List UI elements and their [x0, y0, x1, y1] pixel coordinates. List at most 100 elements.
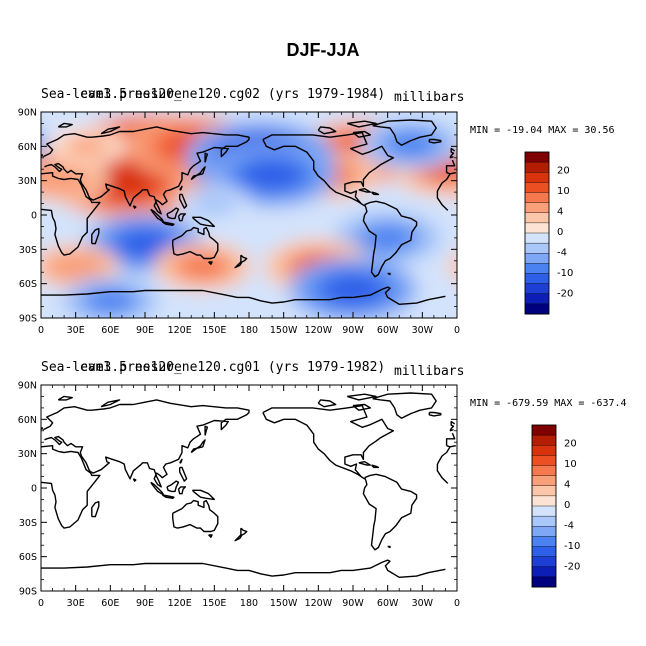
coastline: [191, 216, 215, 228]
colorbar-swatch: [531, 465, 557, 477]
coastline: [346, 120, 377, 128]
y-tick-label: 90S: [19, 587, 37, 598]
colorbar-swatch: [524, 273, 550, 285]
coastline: [436, 191, 449, 211]
colorbar-swatch: [524, 222, 550, 234]
x-tick-label: 150W: [270, 325, 298, 336]
coastline: [262, 404, 395, 480]
coastline: [172, 226, 219, 260]
colorbar-swatch: [531, 455, 557, 467]
colorbar-swatch: [531, 445, 557, 456]
anomaly-blob: [363, 225, 413, 251]
colorbar-swatch: [524, 293, 550, 305]
x-tick-label: 30W: [412, 598, 434, 609]
panel2-left-label: Sea-level pressure: [41, 360, 182, 375]
y-tick-label: 30S: [19, 518, 37, 529]
y-tick-label: 0: [31, 211, 37, 222]
colorbar-swatch: [524, 212, 550, 224]
coastline: [57, 395, 73, 401]
plot-frame: [40, 384, 458, 592]
colorbar-label: -10: [557, 268, 573, 279]
coastline: [446, 445, 456, 448]
panel1-min-max: MIN = -19.04 MAX = 30.56: [470, 125, 615, 136]
colorbar-swatch: [524, 161, 550, 173]
coastline: [445, 159, 456, 173]
x-tick-label: 0: [38, 325, 44, 336]
coastline: [132, 478, 137, 482]
colorbar-label: 0: [557, 227, 563, 238]
coastline: [41, 172, 101, 256]
anomaly-blob: [88, 163, 156, 198]
coastline: [132, 205, 137, 209]
anomaly-blob: [88, 289, 133, 312]
y-tick-label: 90S: [19, 314, 37, 325]
coastline: [190, 439, 206, 454]
y-tick-label: 30N: [18, 176, 37, 187]
coastline: [42, 126, 250, 215]
coastline: [445, 432, 456, 446]
coastline: [371, 464, 380, 469]
x-tick-label: 180: [240, 598, 258, 609]
coastline: [436, 173, 451, 192]
coastline: [387, 545, 391, 549]
colorbar-swatch: [524, 182, 550, 194]
anomaly-blob: [243, 160, 302, 190]
page-title: DJF-JJA: [286, 40, 360, 60]
coastline: [150, 208, 165, 223]
x-tick-label: 0: [38, 598, 44, 609]
colorbar-swatch: [531, 515, 557, 527]
anomaly-blob: [41, 132, 47, 156]
coastline: [161, 494, 175, 499]
colorbar-swatch: [531, 434, 557, 446]
anomaly-blob: [180, 255, 225, 278]
coastline: [208, 261, 213, 265]
colorbar-label: -20: [557, 289, 573, 300]
coastline: [41, 445, 101, 529]
x-tick-label: 0: [454, 325, 460, 336]
colorbar-swatch: [531, 485, 557, 497]
coastline: [317, 399, 337, 408]
colorbar-label: 4: [564, 480, 570, 491]
y-tick-label: 0: [31, 484, 37, 495]
coastline: [449, 147, 456, 159]
x-tick-label: 150W: [270, 598, 298, 609]
colorbar-swatch: [524, 253, 550, 264]
y-tick-label: 90N: [18, 381, 37, 392]
x-tick-label: 30W: [412, 325, 434, 336]
coastline: [436, 464, 449, 484]
x-tick-label: 0: [454, 598, 460, 609]
colorbar-swatch: [524, 202, 550, 214]
coastline: [362, 200, 418, 278]
colorbar-label: 0: [564, 500, 570, 511]
coastline: [204, 425, 209, 436]
colorbar-swatch: [524, 151, 550, 163]
coastline: [449, 420, 456, 432]
coastline: [248, 559, 446, 578]
colorbar-label: -10: [564, 541, 580, 552]
colorbar-swatch: [531, 475, 557, 487]
anomaly-blob: [55, 256, 96, 277]
coastline: [179, 458, 183, 464]
colorbar-swatch: [524, 263, 550, 275]
colorbar-swatch: [524, 192, 550, 204]
colorbar-label: 20: [557, 166, 570, 177]
anomaly-blob: [197, 195, 231, 212]
coastline: [190, 166, 206, 181]
coastline: [177, 213, 187, 222]
coastline: [446, 172, 456, 175]
x-tick-label: 120W: [305, 598, 333, 609]
colorbar-swatch: [531, 566, 557, 578]
coastline: [179, 185, 183, 191]
colorbar-label: 10: [564, 459, 577, 470]
coastline: [387, 272, 391, 276]
panel2-min-max: MIN = -679.59 MAX = -637.4: [470, 398, 627, 409]
y-tick-label: 90N: [18, 108, 37, 119]
colorbar-swatch: [531, 495, 557, 507]
coastline: [166, 480, 180, 493]
panel1-left-label: Sea-level pressure: [41, 87, 182, 102]
coastline: [204, 152, 209, 163]
colorbar-swatch: [524, 232, 550, 244]
x-tick-label: 60E: [101, 598, 119, 609]
coastline: [358, 461, 371, 466]
